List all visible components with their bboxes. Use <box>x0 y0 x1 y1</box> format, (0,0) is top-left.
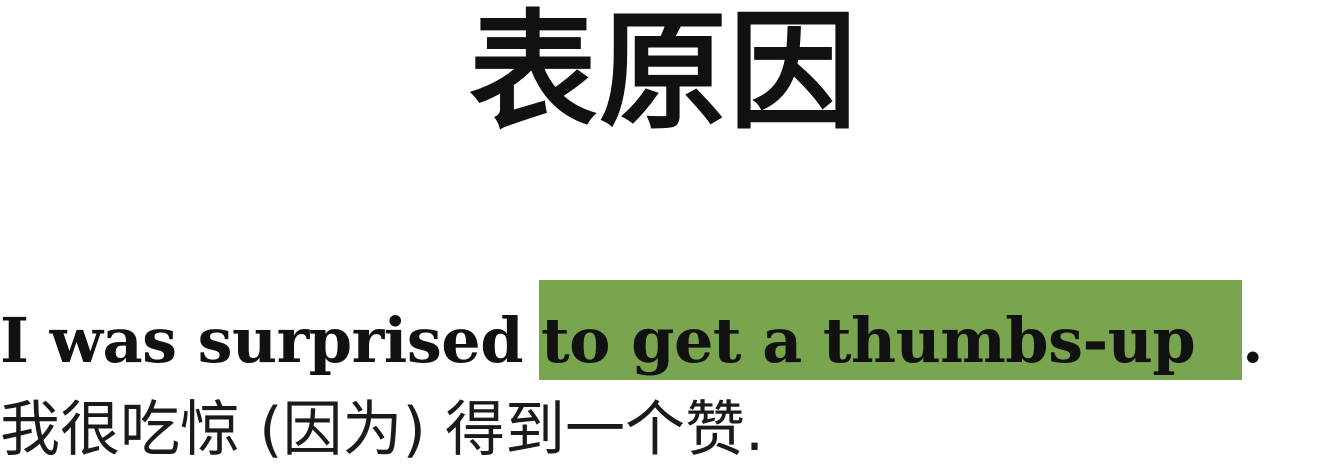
english-sentence-period: . <box>1242 304 1264 377</box>
slide-title: 表原因 <box>468 0 859 147</box>
highlighted-phrase: to get a thumbs-up <box>539 280 1243 380</box>
chinese-translation: 我很吃惊 (因为) 得到一个赞. <box>0 395 765 465</box>
english-sentence-prefix: I was surprised <box>0 304 524 377</box>
english-sentence: I was surprised to get a thumbs-up . <box>0 280 1264 386</box>
